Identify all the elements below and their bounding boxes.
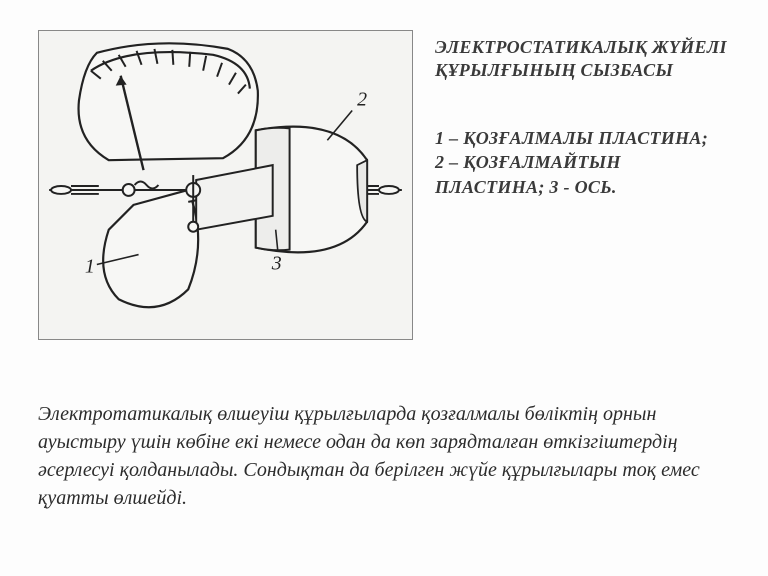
device-diagram-svg: 1 2 3 — [39, 31, 412, 339]
figure-label-2: 2 — [357, 89, 367, 111]
figure-title: ЭЛЕКТРОСТАТИКАЛЫҚ ЖҮЙЕЛІ ҚҰРЫЛҒЫНЫҢ СЫЗБ… — [435, 36, 730, 82]
figure-label-3: 3 — [271, 252, 282, 274]
side-text: ЭЛЕКТРОСТАТИКАЛЫҚ ЖҮЙЕЛІ ҚҰРЫЛҒЫНЫҢ СЫЗБ… — [435, 30, 730, 199]
top-row: 1 2 3 ЭЛЕКТРОСТАТИКАЛЫҚ ЖҮЙЕЛІ ҚҰРЫЛҒЫНЫ… — [38, 30, 730, 340]
legend-line-2: 2 – ҚОЗҒАЛМАЙТЫН ПЛАСТИНА; 3 - ОСЬ. — [435, 150, 730, 199]
figure-legend: 1 – ҚОЗҒАЛМАЛЫ ПЛАСТИНА; 2 – ҚОЗҒАЛМАЙТЫ… — [435, 126, 730, 199]
moving-plate — [103, 190, 198, 307]
figure-label-1: 1 — [85, 255, 95, 277]
body-paragraph: Электротатикалық өлшеуіш құрылғыларда қо… — [38, 400, 730, 512]
device-figure: 1 2 3 — [38, 30, 413, 340]
legend-line-1: 1 – ҚОЗҒАЛМАЛЫ ПЛАСТИНА; — [435, 126, 730, 150]
page-root: 1 2 3 ЭЛЕКТРОСТАТИКАЛЫҚ ЖҮЙЕЛІ ҚҰРЫЛҒЫНЫ… — [0, 0, 768, 576]
